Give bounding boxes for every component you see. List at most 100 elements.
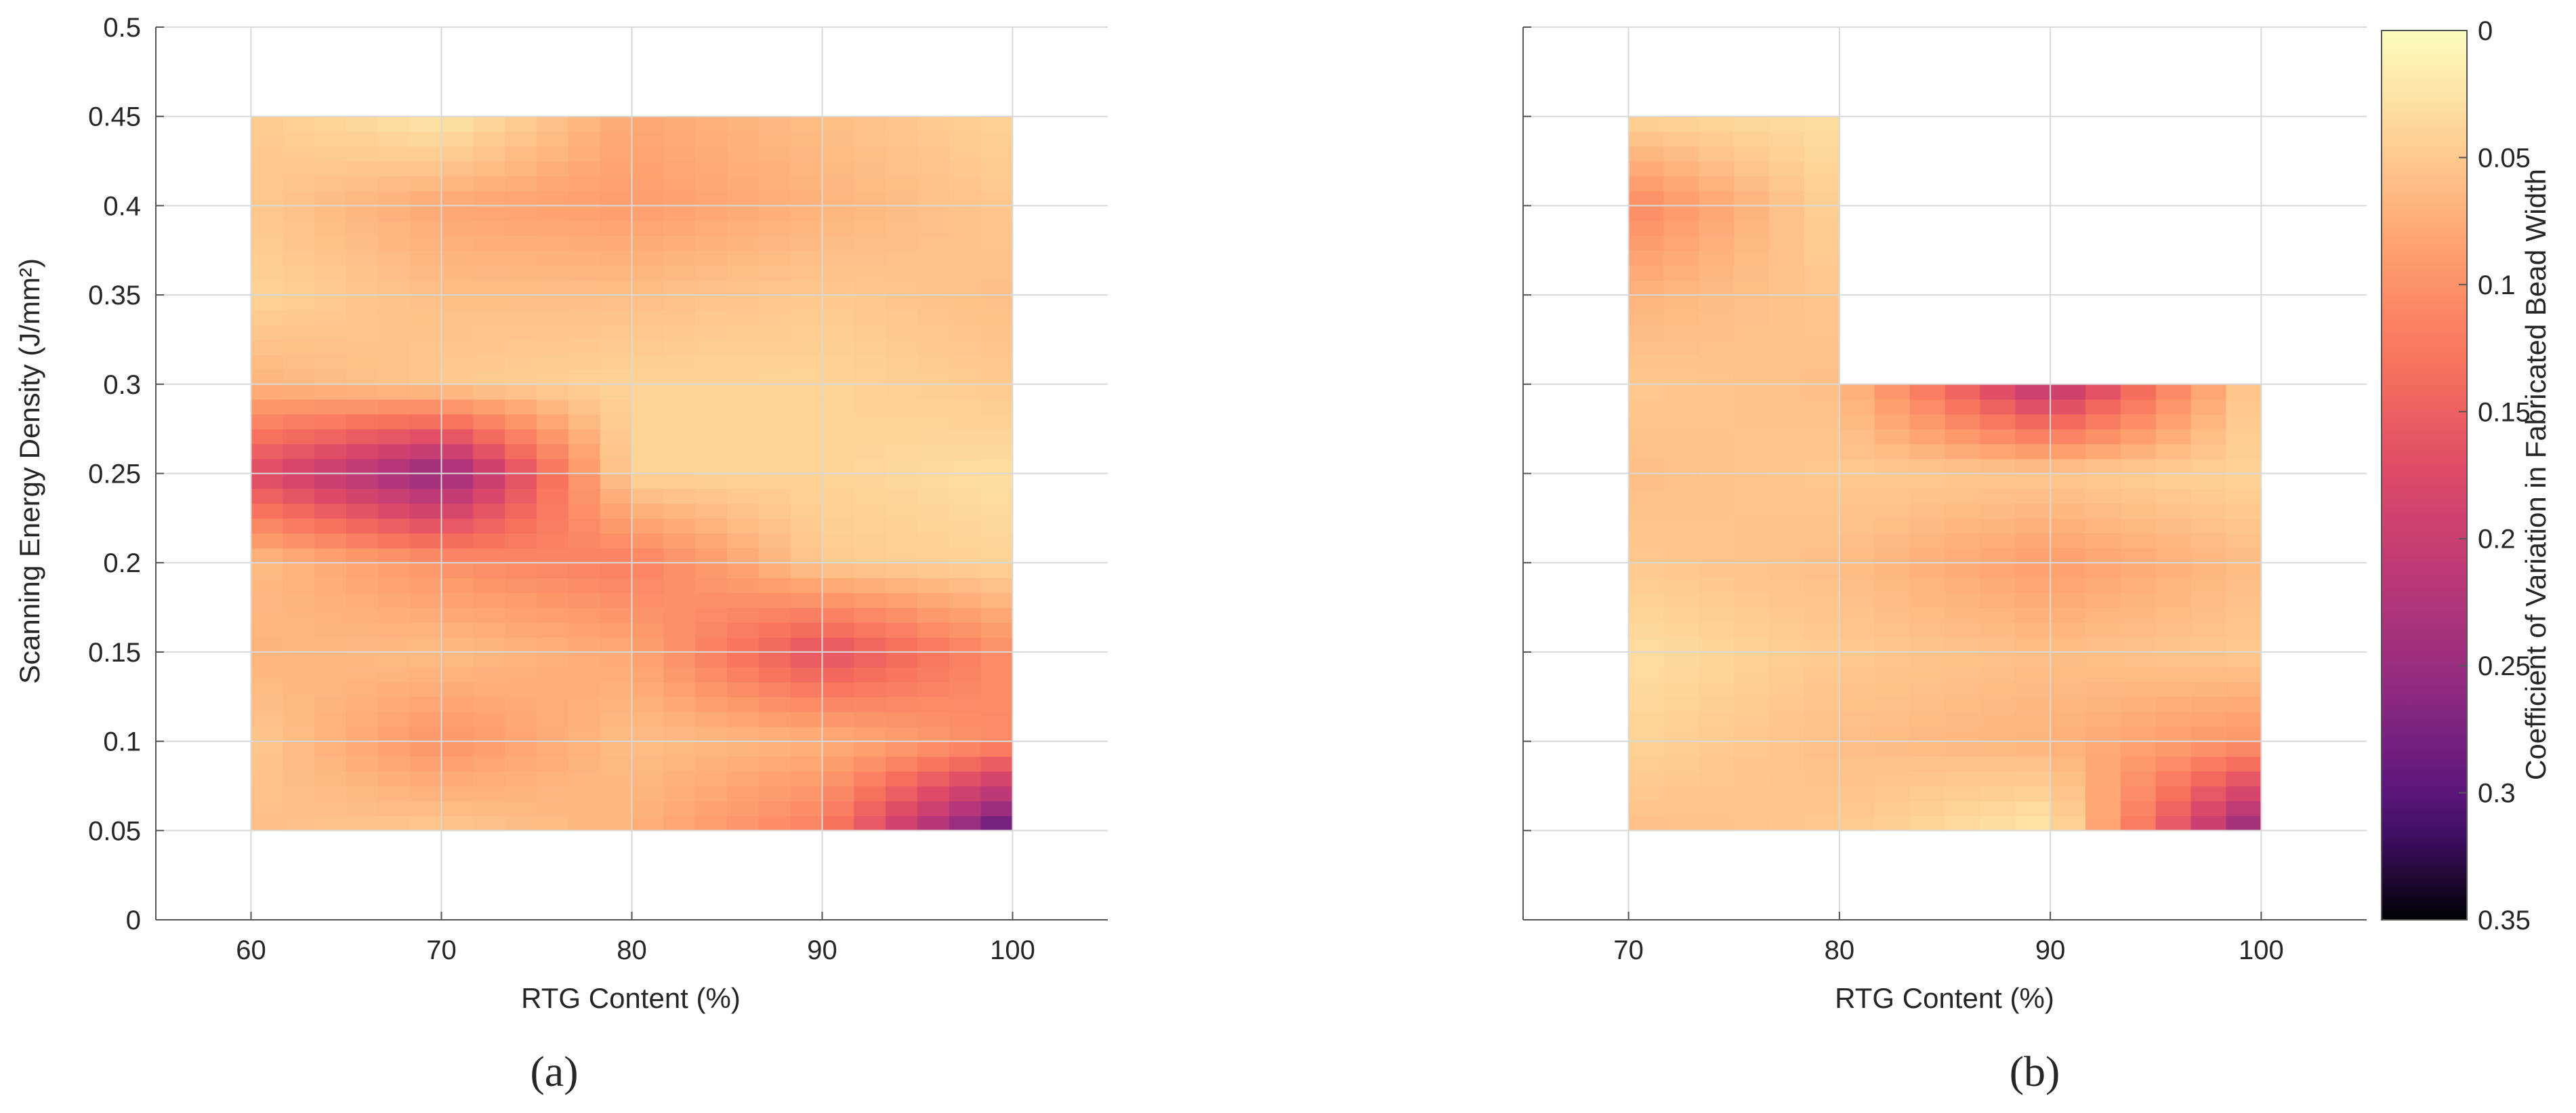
panel-a-heat-cell xyxy=(473,235,505,251)
panel-b-heat-cell xyxy=(2120,801,2157,817)
panel-a-heat-cell xyxy=(822,696,855,712)
panel-a-heat-cell xyxy=(917,161,950,177)
panel-a-axes: 60 70 80 90 10000.050.10.150.20.250.30.350.4… xyxy=(88,13,1108,965)
panel-b-heat-cell xyxy=(1734,161,1770,177)
panel-a-heat-cell xyxy=(790,161,823,177)
panel-b-heat-cell xyxy=(1734,563,1770,578)
panel-a-heat-cell xyxy=(473,741,505,757)
panel-a-heat-cell xyxy=(600,801,633,817)
panel-a-heat-cell xyxy=(822,488,855,504)
panel-a-heat-cell xyxy=(314,696,347,712)
panel-b-heat-cell xyxy=(1804,116,1840,132)
panel-a-heat-cell xyxy=(537,741,569,757)
panel-a-heat-cell xyxy=(537,696,569,712)
panel-a-heat-cell xyxy=(695,413,728,430)
panel-b-heat-cell xyxy=(2015,786,2051,802)
panel-b-heat-cell xyxy=(2155,488,2192,504)
panel-b-heat-cell xyxy=(1769,815,1805,832)
panel-a-y-tick-label: 0.3 xyxy=(103,370,141,400)
panel-b-heat-cell xyxy=(2015,801,2051,817)
panel-a-heat-cell xyxy=(822,592,855,608)
panel-a-heat-cell xyxy=(505,592,537,608)
panel-b-heat-cell xyxy=(2155,384,2192,400)
panel-a-heat-cell xyxy=(251,503,284,519)
panel-a-heat-cell xyxy=(314,786,347,802)
panel-b-heat-cell xyxy=(1839,771,1875,787)
panel-a-heat-cell xyxy=(505,636,537,653)
panel-a-heat-cell xyxy=(346,295,379,310)
panel-a-heat-cell xyxy=(631,399,665,415)
panel-b-heat-cell xyxy=(1839,756,1875,772)
panel-a-heat-cell xyxy=(473,146,505,162)
panel-b-heat-cell xyxy=(1663,384,1700,400)
panel-a-heat-cell xyxy=(822,354,855,370)
panel-b-heat-cell xyxy=(1663,235,1700,251)
panel-a-heat-cell xyxy=(949,325,982,340)
panel-a-heat-cell xyxy=(758,235,791,251)
panel-a-heat-cell xyxy=(409,131,442,147)
panel-b-heat-cell xyxy=(1909,622,1946,638)
panel-b-heat-cell xyxy=(2190,458,2227,474)
panel-a-heat-cell xyxy=(377,696,411,712)
panel-b-heat-cell xyxy=(1769,636,1805,653)
panel-b-heat-cell xyxy=(1839,726,1875,742)
panel-b-heat-cell xyxy=(1909,384,1946,400)
panel-b-heat-cell xyxy=(2015,399,2051,415)
panel-b-heat-cell xyxy=(1945,756,1981,772)
panel-b-heat-cell xyxy=(1909,696,1946,712)
panel-a-heat-cell xyxy=(854,681,886,697)
panel-a-heat-cell xyxy=(441,548,474,563)
panel-b-heat-cell xyxy=(1769,116,1805,132)
panel-a-heat-cell xyxy=(283,250,315,266)
panel-a-heat-cell xyxy=(441,666,474,683)
panel-b-heat-cell xyxy=(2120,488,2157,504)
panel-b-heat-cell xyxy=(1734,622,1770,638)
panel-b-heat-cell xyxy=(1909,711,1946,727)
panel-a-heat-cell xyxy=(980,801,1014,817)
panel-a-heat-cell xyxy=(537,220,569,237)
panel-a-heat-cell xyxy=(822,771,855,787)
panel-b-heat-cell xyxy=(2015,696,2051,712)
panel-a-heat-cell xyxy=(631,771,665,787)
panel-a-heat-cell xyxy=(695,458,728,474)
panel-a-heat-cell xyxy=(600,711,633,727)
panel-b-heat-cell xyxy=(2050,801,2086,817)
panel-a-heat-cell xyxy=(949,548,982,563)
panel-a-heat-cell xyxy=(631,339,665,355)
panel-a-heat-cell xyxy=(568,310,601,325)
panel-a-heat-cell xyxy=(886,310,918,325)
panel-b-heat-cell xyxy=(1699,146,1735,162)
panel-a-heat-cell xyxy=(980,711,1014,727)
panel-a-heat-cell xyxy=(695,280,728,296)
panel-a-heat-cell xyxy=(663,741,696,757)
panel-a-heat-cell xyxy=(568,413,601,430)
panel-b-heat-cell xyxy=(2085,771,2121,787)
panel-a-heat-cell xyxy=(663,265,696,281)
panel-a-heat-cell xyxy=(283,681,315,697)
panel-a-heat-cell xyxy=(917,339,950,355)
panel-b-heat-cell xyxy=(1699,413,1735,430)
panel-b-heat-cell xyxy=(2226,786,2262,802)
panel-b-heat-cell xyxy=(1945,741,1981,757)
panel-a-heat-cell xyxy=(917,354,950,370)
panel-a-heat-cell xyxy=(505,518,537,534)
panel-a-heat-cell xyxy=(663,696,696,712)
panel-b-heat-cell xyxy=(1804,235,1840,251)
panel-a-y-tick-label: 0.2 xyxy=(103,548,141,578)
panel-a-heat-cell xyxy=(505,265,537,281)
panel-a-heat-cell xyxy=(251,696,284,712)
panel-b-heat-cell xyxy=(1769,801,1805,817)
panel-a-ylabel: Scanning Energy Density (J/mm²) xyxy=(14,258,45,684)
panel-a-heat-cell xyxy=(251,220,284,237)
panel-a-heat-cell xyxy=(695,146,728,162)
panel-b-heat-cell xyxy=(1734,756,1770,772)
panel-b-heat-cell xyxy=(1734,413,1770,430)
panel-a-heat-cell xyxy=(822,413,855,430)
panel-a-heat-cell xyxy=(917,146,950,162)
panel-a-heat-cell xyxy=(600,592,633,608)
panel-b-heat-cell xyxy=(2085,503,2121,519)
panel-b-heat-cell xyxy=(2085,592,2121,608)
panel-a-heat-cell xyxy=(409,220,442,237)
panel-a-heat-cell xyxy=(441,533,474,549)
